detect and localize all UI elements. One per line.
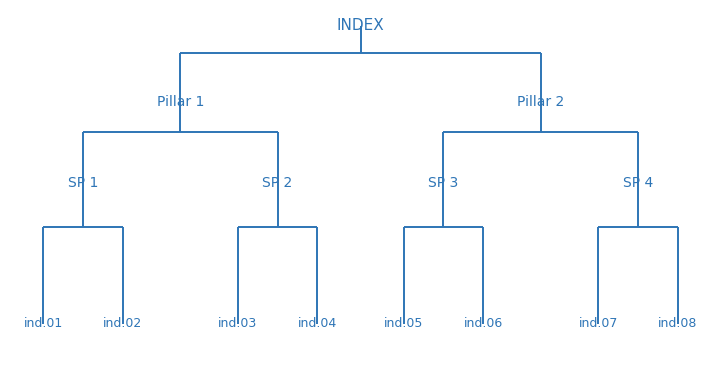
Text: Pillar 2: Pillar 2 xyxy=(517,96,565,109)
Text: SP 1: SP 1 xyxy=(68,176,98,190)
Text: ind.03: ind.03 xyxy=(218,317,257,330)
Text: ind.04: ind.04 xyxy=(298,317,337,330)
Text: SP 4: SP 4 xyxy=(623,176,653,190)
Text: ind.05: ind.05 xyxy=(384,317,423,330)
Text: ind.06: ind.06 xyxy=(464,317,503,330)
Text: ind.07: ind.07 xyxy=(579,317,618,330)
Text: ind.02: ind.02 xyxy=(103,317,142,330)
Text: INDEX: INDEX xyxy=(337,18,384,33)
Text: SP 2: SP 2 xyxy=(262,176,293,190)
Text: ind.01: ind.01 xyxy=(24,317,63,330)
Text: ind.08: ind.08 xyxy=(658,317,697,330)
Text: Pillar 1: Pillar 1 xyxy=(156,96,204,109)
Text: SP 3: SP 3 xyxy=(428,176,459,190)
